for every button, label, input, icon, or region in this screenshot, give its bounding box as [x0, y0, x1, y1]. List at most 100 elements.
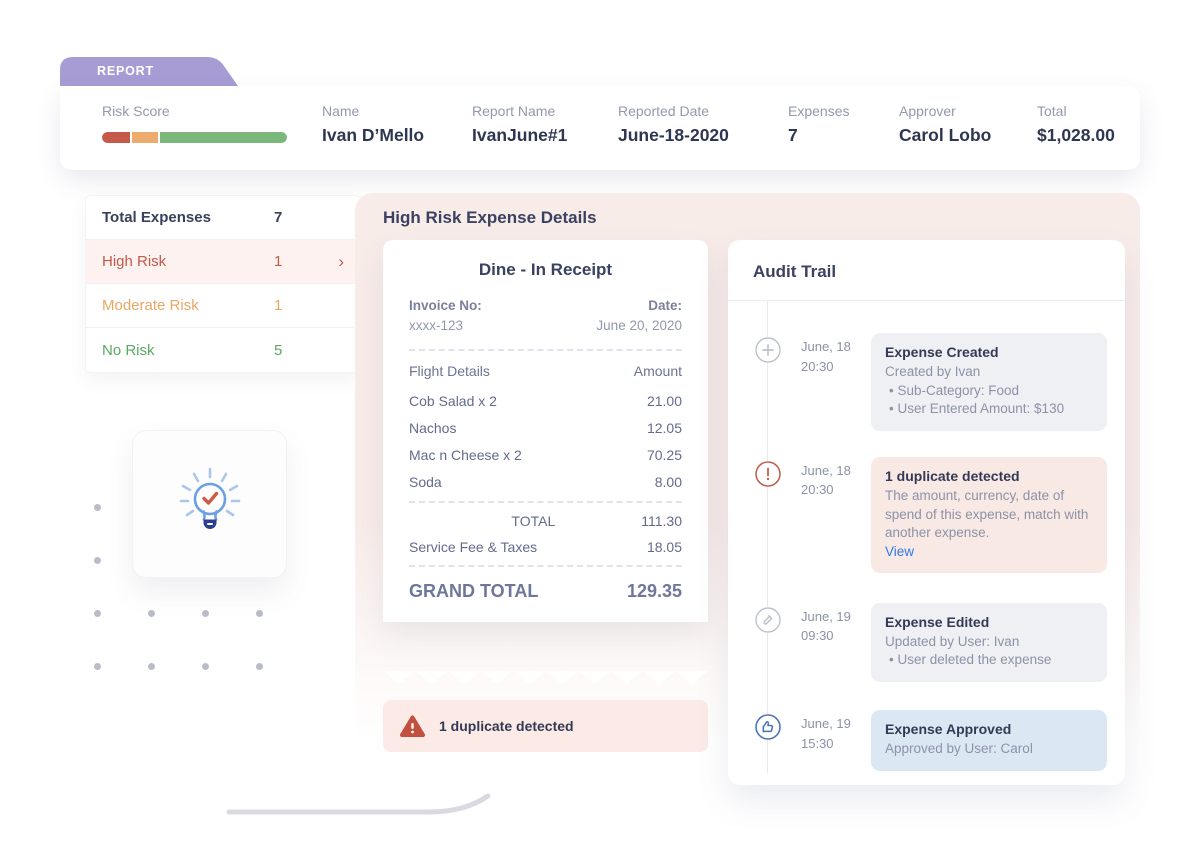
- audit-entry-created: June, 18 20:30 Expense Created Created b…: [755, 333, 1125, 431]
- page-title: High Risk Expense Details: [383, 208, 597, 227]
- audit-time: 20:30: [801, 358, 834, 374]
- receipt-line-item: Cob Salad x 2 21.00: [409, 393, 682, 409]
- receipt-date-label: Date:: [648, 298, 682, 313]
- tab-report[interactable]: REPORT: [60, 57, 238, 86]
- audit-entry-bullet: User deleted the expense: [885, 651, 1093, 670]
- receipt-amount-column-header: Amount: [633, 362, 682, 379]
- divider: [409, 564, 682, 567]
- receipt-line-item: Mac n Cheese x 2 70.25: [409, 447, 682, 463]
- receipt-torn-edge: [383, 671, 708, 684]
- approver-label: Approver: [899, 103, 956, 119]
- audit-entry-subtitle: Approved by User: Carol: [885, 741, 1033, 756]
- item-name: Cob Salad x 2: [409, 392, 497, 409]
- approver-value: Carol Lobo: [899, 125, 992, 145]
- audit-time: 20:30: [801, 482, 834, 498]
- audit-entry-title: Expense Created: [885, 344, 999, 360]
- risk-score-label: Risk Score: [102, 103, 170, 119]
- item-name: Mac n Cheese x 2: [409, 446, 522, 463]
- total-expenses-count: 7: [274, 209, 283, 226]
- audit-entry-datetime: June, 18 20:30: [801, 333, 865, 376]
- divider: [728, 300, 1125, 301]
- invoice-no-label: Invoice No:: [409, 298, 482, 313]
- insight-illustration-card: [132, 430, 287, 578]
- dot: [94, 557, 101, 564]
- audit-trail-title: Audit Trail: [753, 262, 837, 281]
- alert-icon: [755, 460, 781, 487]
- moderate-risk-label: Moderate Risk: [102, 297, 199, 314]
- audit-entry-edited: June, 19 09:30 Expense Edited Updated by…: [755, 602, 1125, 682]
- audit-entry-title: Expense Approved: [885, 721, 1012, 737]
- expenses-label: Expenses: [788, 103, 850, 119]
- item-name: Soda: [409, 473, 442, 490]
- receipt-line-item: Soda 8.00: [409, 474, 682, 490]
- receipt-grand-total-row: GRAND TOTAL 129.35: [409, 581, 682, 602]
- audit-date: June, 18: [801, 339, 851, 354]
- item-amount: 8.00: [654, 473, 682, 490]
- audit-time: 09:30: [801, 628, 834, 644]
- grand-total-label: GRAND TOTAL: [409, 580, 539, 601]
- thumbsup-icon: [755, 714, 781, 740]
- high-risk-label: High Risk: [102, 253, 167, 270]
- name-value: Ivan D’Mello: [322, 125, 425, 145]
- audit-entry-datetime: June, 19 15:30: [801, 710, 865, 753]
- plus-icon: [755, 337, 781, 363]
- item-amount: 12.05: [646, 419, 682, 436]
- risk-segment-moderate: [132, 132, 158, 143]
- sidebar-item-no-risk[interactable]: No Risk 5: [86, 328, 360, 372]
- timeline-line: [767, 301, 768, 773]
- audit-trail-card: Audit Trail June, 18 20:30 Expense Creat…: [728, 240, 1125, 785]
- lightbulb-check-icon: [179, 467, 240, 529]
- receipt-card: Dine - In Receipt Invoice No: xxxx-123 D…: [383, 240, 708, 622]
- no-risk-count: 5: [274, 341, 283, 359]
- view-link[interactable]: View: [885, 543, 915, 559]
- dot: [256, 663, 263, 670]
- item-name: Nachos: [409, 419, 457, 436]
- total-row-label: TOTAL: [511, 512, 556, 529]
- sidebar-item-high-risk[interactable]: High Risk 1 ›: [86, 240, 360, 284]
- total-value: $1,028.00: [1037, 125, 1115, 145]
- name-label: Name: [322, 103, 360, 119]
- chevron-right-icon: ›: [338, 252, 344, 271]
- audit-entry-title: Expense Edited: [885, 613, 990, 630]
- dot: [94, 663, 101, 670]
- decorative-curve: [226, 793, 491, 815]
- pencil-icon: [755, 606, 781, 633]
- audit-entry-datetime: June, 18 20:30: [801, 457, 865, 500]
- total-label: Total: [1037, 103, 1067, 119]
- divider: [409, 348, 682, 351]
- audit-entry-subtitle: Created by Ivan: [885, 364, 981, 379]
- audit-date: June, 19: [801, 608, 851, 624]
- dot: [148, 610, 155, 617]
- dot: [202, 610, 209, 617]
- audit-entry-subtitle: Updated by User: Ivan: [885, 633, 1020, 649]
- total-expenses-label: Total Expenses: [102, 209, 211, 226]
- reported-date-label: Reported Date: [618, 103, 710, 119]
- dot: [94, 610, 101, 617]
- duplicate-warning-text: 1 duplicate detected: [439, 718, 574, 734]
- audit-date: June, 18: [801, 462, 851, 478]
- audit-time: 15:30: [801, 735, 834, 751]
- report-tab-shape: [60, 57, 238, 86]
- audit-entry-title: 1 duplicate detected: [885, 467, 1020, 484]
- sidebar-item-moderate-risk[interactable]: Moderate Risk 1: [86, 284, 360, 328]
- item-amount: 21.00: [646, 392, 682, 409]
- report-summary-card: Risk Score Name Ivan D’Mello Report Name…: [60, 86, 1140, 170]
- risk-score-bar: [102, 132, 287, 143]
- risk-segment-high: [102, 132, 130, 143]
- audit-entry-subtitle: The amount, currency, date of spend of t…: [885, 487, 1089, 541]
- audit-entry-duplicate: June, 18 20:30 1 duplicate detected The …: [755, 456, 1125, 573]
- risk-segment-low: [160, 132, 287, 143]
- receipt-line-item: Nachos 12.05: [409, 420, 682, 436]
- expenses-value: 7: [788, 125, 798, 145]
- report-name-value: IvanJune#1: [472, 125, 568, 145]
- no-risk-label: No Risk: [102, 341, 155, 359]
- receipt-service-fee-row: Service Fee & Taxes 18.05: [409, 539, 682, 555]
- warning-triangle-icon: [400, 715, 425, 737]
- risk-summary-panel: Total Expenses 7 High Risk 1 › Moderate …: [85, 195, 361, 373]
- receipt-title: Dine - In Receipt: [478, 260, 613, 279]
- receipt-date-value: June 20, 2020: [596, 318, 682, 334]
- audit-entry-approved: June, 19 15:30 Expense Approved Approved…: [755, 710, 1125, 771]
- total-expenses-row: Total Expenses 7: [86, 196, 360, 240]
- audit-entry-bullet: User Entered Amount: $130: [885, 400, 1093, 419]
